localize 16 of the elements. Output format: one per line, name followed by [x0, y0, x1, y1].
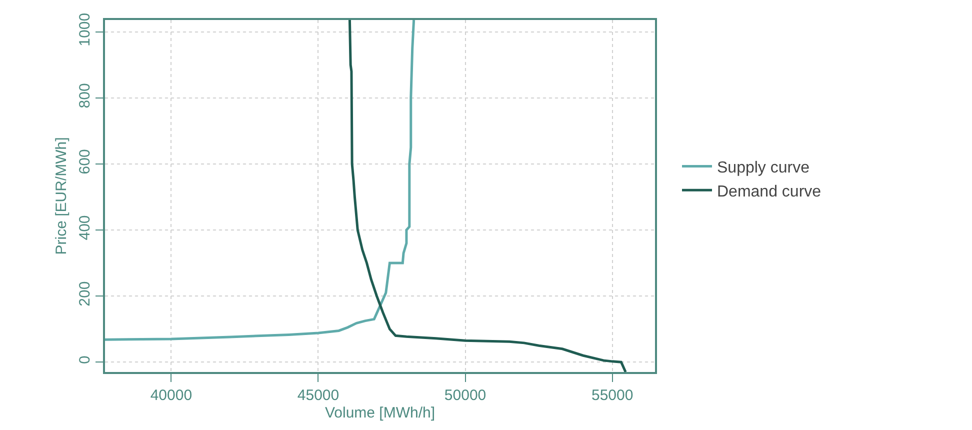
- y-tick-label: 600: [76, 149, 94, 174]
- x-tick-label: 40000: [150, 386, 192, 404]
- y-tick-label: 0: [76, 356, 94, 364]
- legend-label: Demand curve: [717, 183, 822, 200]
- y-tick-label: 1000: [76, 12, 94, 46]
- y-axis-title: Price [EUR/MWh]: [53, 137, 70, 255]
- y-tick-label: 200: [76, 281, 94, 306]
- x-tick-label: 55000: [591, 386, 634, 404]
- legend-label: Supply curve: [717, 160, 810, 177]
- y-tick-label: 400: [76, 215, 94, 240]
- y-tick-label: 800: [76, 83, 94, 108]
- line-series: [105, 20, 416, 341]
- x-tick-label: 50000: [444, 386, 486, 404]
- x-tick-label: 45000: [297, 386, 340, 404]
- x-axis-title: Volume [MWh/h]: [324, 404, 436, 422]
- line-series: [348, 20, 627, 372]
